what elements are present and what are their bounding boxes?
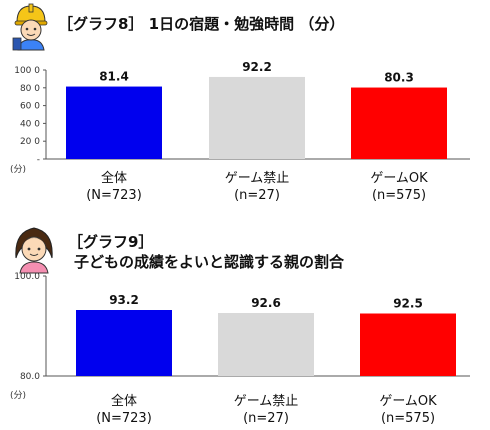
bar bbox=[351, 87, 447, 159]
category-sublabel: (N=723) bbox=[96, 411, 152, 426]
category-sublabel: (N=723) bbox=[86, 188, 142, 203]
data-label: 81.4 bbox=[99, 70, 129, 84]
category-sublabel: (n=27) bbox=[234, 188, 280, 203]
bar bbox=[360, 313, 456, 376]
category-label: 全体 bbox=[101, 170, 127, 186]
boy-student-illustration bbox=[12, 3, 48, 51]
y-tick-label: 20 0 bbox=[20, 137, 40, 147]
category-label: 全体 bbox=[111, 393, 137, 409]
bar bbox=[218, 313, 314, 376]
data-label: 93.2 bbox=[109, 293, 139, 307]
chart-2-good-grades: 80.0 100.0 (分) 93.2 全体 (N=723) 92.6 ゲーム禁止 (n=27)… bbox=[10, 272, 470, 426]
chart-1-title: ［グラフ8］ 1日の宿題・勉強時間 （分） bbox=[58, 15, 345, 33]
y-tick-label: 80.0 bbox=[20, 372, 40, 382]
girl-parent-illustration bbox=[15, 227, 53, 274]
data-label: 92.5 bbox=[393, 297, 423, 311]
category-label: ゲームOK bbox=[370, 171, 428, 186]
y-tick-label: 100 0 bbox=[14, 66, 40, 76]
category-sublabel: (n=575) bbox=[381, 411, 435, 426]
chart-2-title-line1: ［グラフ9］ bbox=[68, 233, 154, 251]
category-sublabel: (n=27) bbox=[243, 411, 289, 426]
data-label: 92.6 bbox=[251, 296, 281, 310]
y-unit-label: (分) bbox=[10, 390, 26, 401]
category-label: ゲームOK bbox=[379, 394, 437, 409]
chart-2-title-line2: 子どもの成績をよいと認識する親の割合 bbox=[74, 253, 345, 271]
y-tick-label: 40 0 bbox=[20, 119, 40, 129]
bar bbox=[209, 76, 305, 159]
y-tick-label: - bbox=[37, 155, 40, 165]
data-label: 92.2 bbox=[242, 60, 272, 74]
y-tick-label: 100.0 bbox=[14, 272, 40, 282]
y-tick-label: 60 0 bbox=[20, 102, 40, 112]
y-unit-label: (分) bbox=[10, 164, 26, 175]
category-sublabel: (n=575) bbox=[372, 188, 426, 203]
category-label: ゲーム禁止 bbox=[225, 171, 290, 186]
chart-1-study-time: - 20 0 40 0 60 0 80 0 100 0 (分) 81.4 全体 (N=723) 92… bbox=[10, 60, 470, 203]
category-label: ゲーム禁止 bbox=[234, 394, 299, 409]
data-label: 80.3 bbox=[384, 71, 414, 85]
y-tick-label: 80 0 bbox=[20, 84, 40, 94]
bar bbox=[66, 86, 162, 159]
bar bbox=[76, 310, 172, 376]
